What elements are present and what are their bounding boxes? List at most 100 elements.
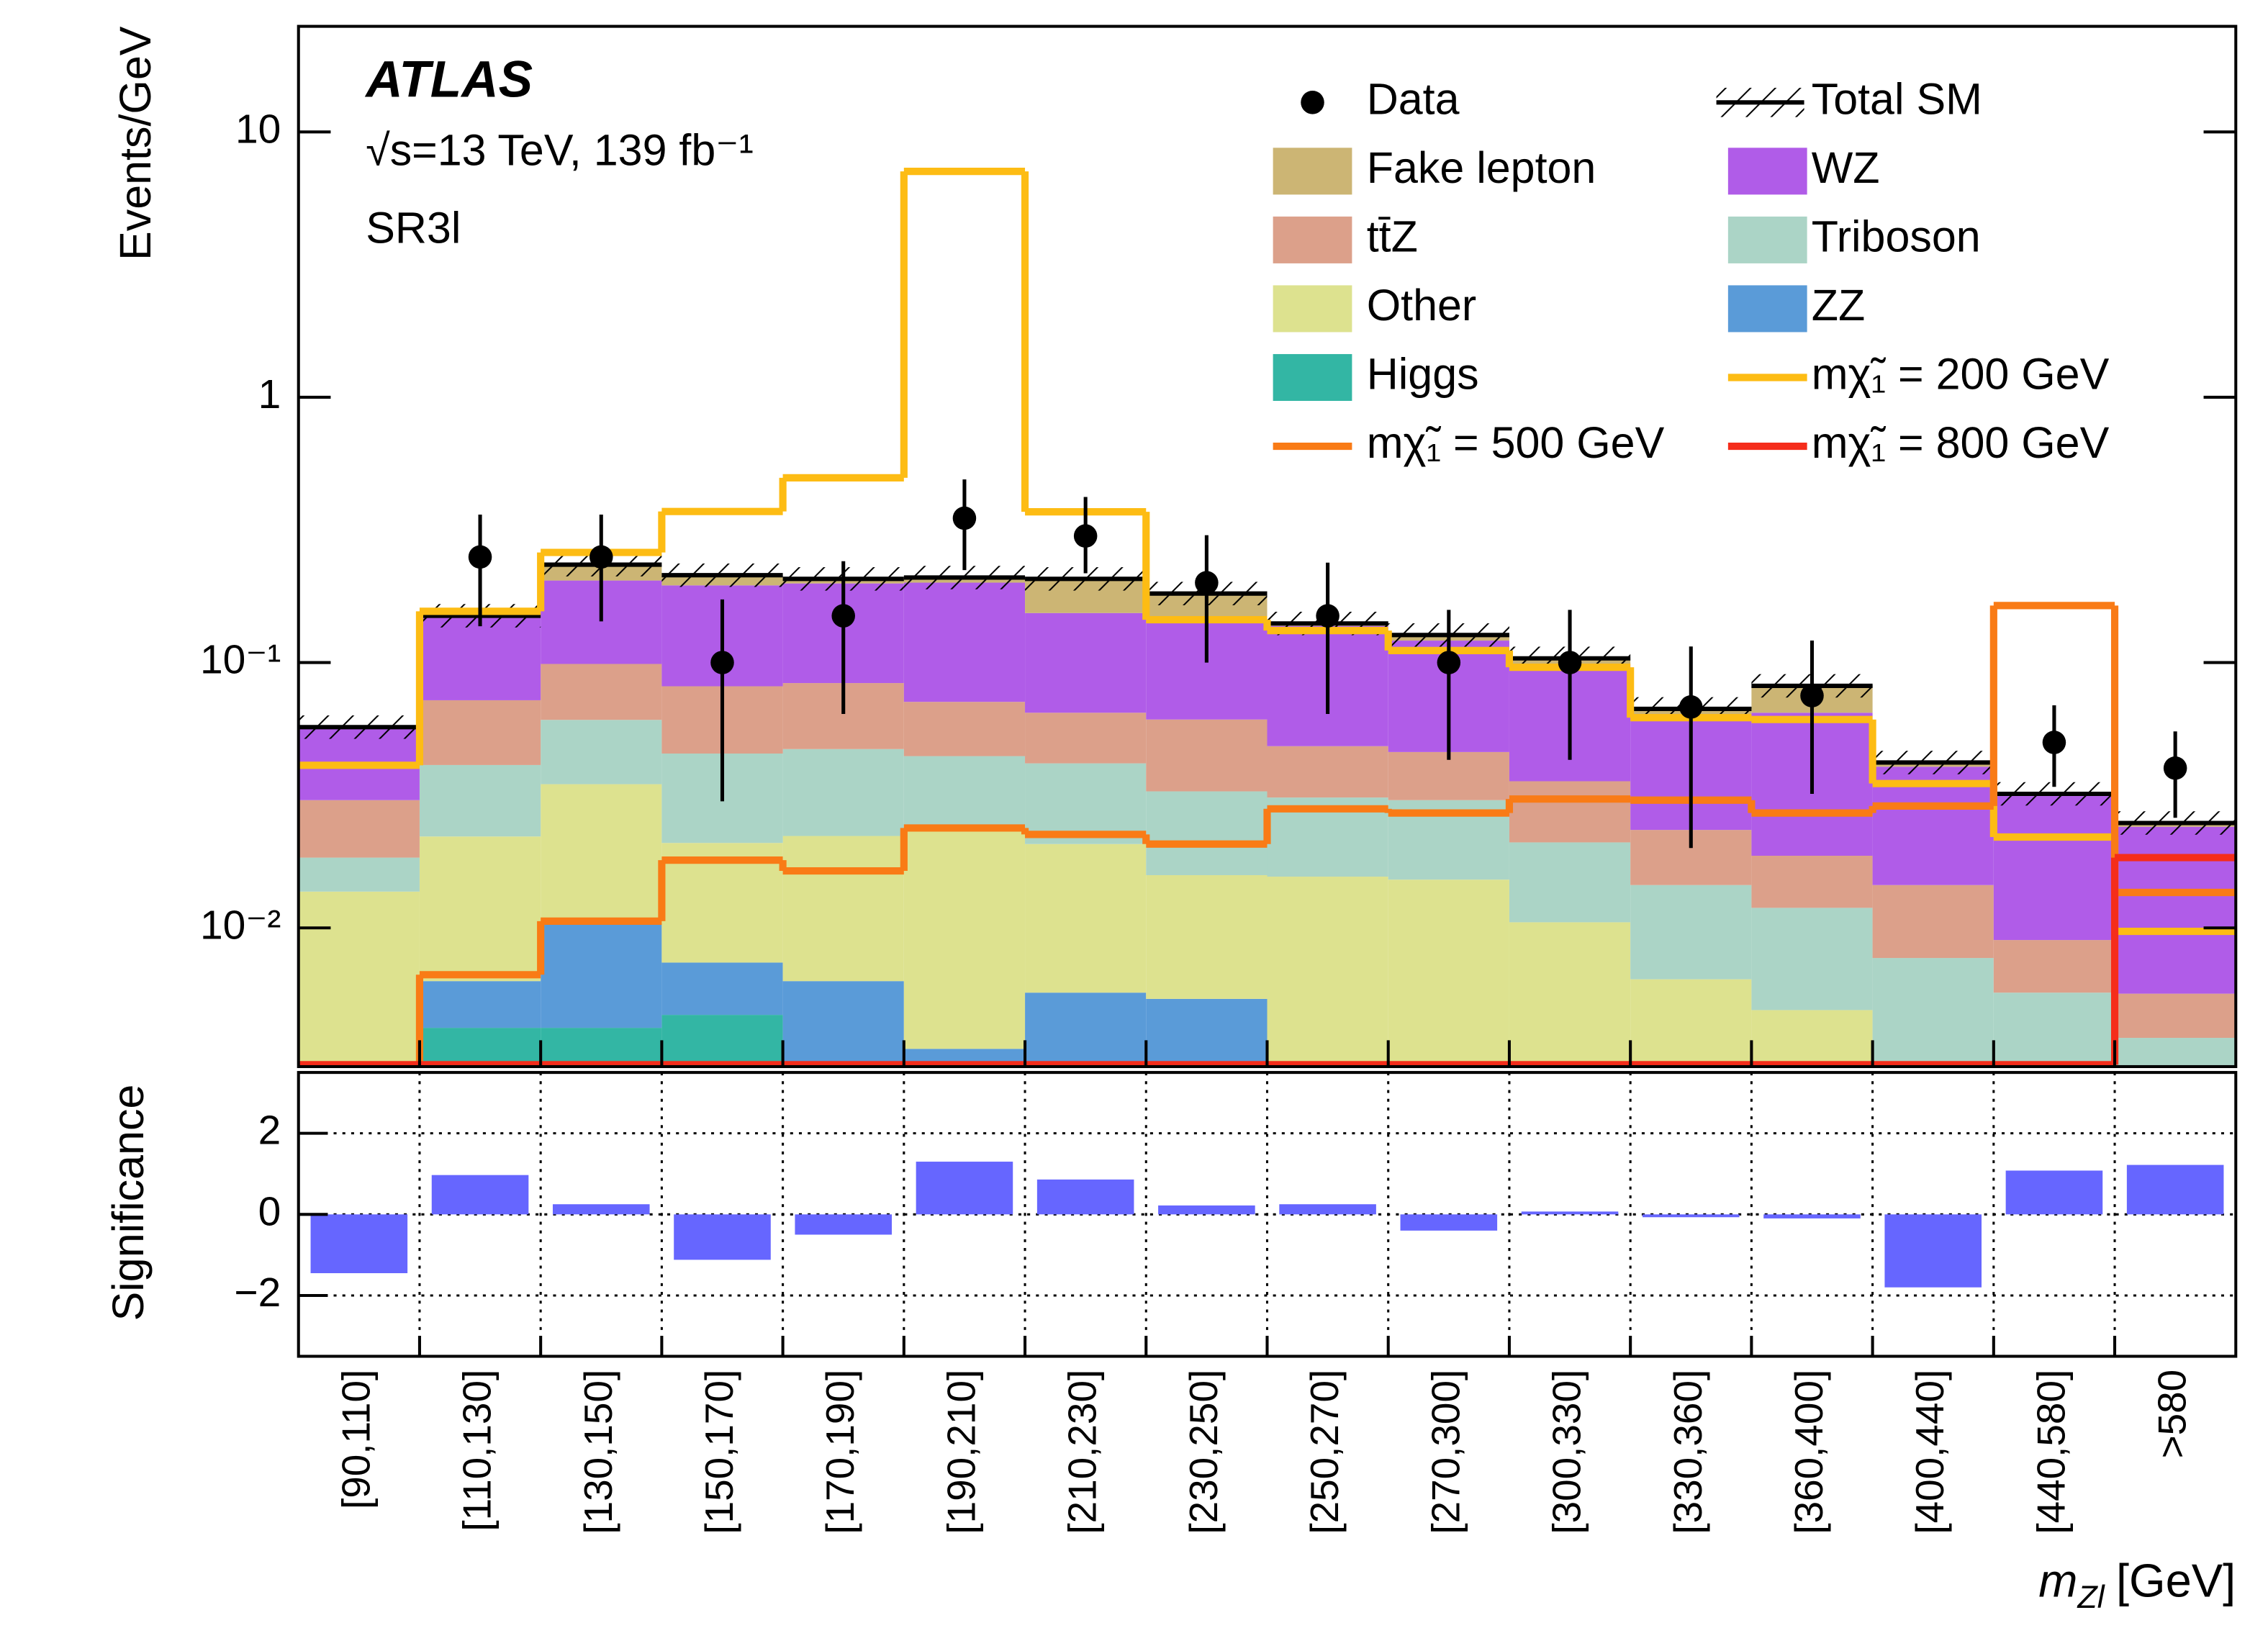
x-tick-label: [270,300] xyxy=(1423,1370,1468,1534)
x-tick-label: [250,270] xyxy=(1302,1370,1347,1534)
significance-bar xyxy=(310,1214,408,1273)
legend-label: Other xyxy=(1367,281,1476,330)
experiment-label: ATLAS xyxy=(364,52,533,109)
x-tick-label: [210,230] xyxy=(1060,1370,1105,1534)
stack-bar xyxy=(782,836,904,982)
stack-bar xyxy=(1388,879,1509,1067)
data-point xyxy=(1679,695,1703,719)
x-tick-label: [230,250] xyxy=(1181,1370,1226,1534)
data-point xyxy=(1316,604,1339,628)
x-tick-label: [190,210] xyxy=(939,1370,983,1534)
stack-bar xyxy=(541,720,662,784)
significance-bar xyxy=(2126,1165,2224,1215)
stack-bar xyxy=(1146,998,1268,1067)
data-point xyxy=(1800,684,1824,707)
stack-bar xyxy=(541,784,662,923)
stack-bar xyxy=(541,664,662,720)
data-point xyxy=(468,545,492,569)
ratio-panel xyxy=(298,1072,2236,1357)
significance-bar xyxy=(1521,1211,1619,1215)
legend-label: ZZ xyxy=(1812,281,1865,330)
stack-bar xyxy=(1025,763,1147,844)
legend-label: WZ xyxy=(1812,143,1880,192)
x-axis-label: mZl [GeV] xyxy=(2038,1555,2236,1615)
stack-bar xyxy=(903,756,1026,831)
data-point xyxy=(1558,651,1582,674)
x-tick-label: [110,130] xyxy=(455,1370,500,1532)
x-tick-label: [330,360] xyxy=(1666,1370,1710,1534)
legend-label: Fake lepton xyxy=(1367,143,1596,192)
stack-bar xyxy=(782,749,904,836)
data-point xyxy=(1437,651,1461,674)
x-tick-label: [400,440] xyxy=(1907,1370,1952,1534)
ratio-y-tick-label: 0 xyxy=(258,1188,281,1234)
stack-bar xyxy=(419,1028,541,1067)
overlay: 10⁻² 10⁻¹ 1 10 −2 0 2 [90,110] [110,130] [130,150… xyxy=(200,74,2236,1534)
significance-bar xyxy=(2005,1170,2103,1215)
significance-bar xyxy=(795,1214,893,1235)
legend-label: Triboson xyxy=(1812,212,1981,261)
data-point xyxy=(710,651,734,674)
stack-bar xyxy=(419,764,541,837)
data-point xyxy=(1073,524,1098,548)
stack-bar xyxy=(1509,842,1631,923)
stack-bar xyxy=(1751,856,1873,908)
x-tick-label: [360,400] xyxy=(1786,1370,1831,1534)
stack-bar xyxy=(2115,1038,2236,1067)
y-tick-label: 10 xyxy=(235,106,281,152)
significance-bar xyxy=(1642,1214,1740,1218)
stack-bar xyxy=(1146,791,1268,875)
stack-bar xyxy=(1751,908,1873,1010)
stack-bar xyxy=(1146,874,1268,999)
significance-bar xyxy=(552,1204,650,1215)
stack-bar xyxy=(1267,746,1388,798)
legend-marker xyxy=(1727,285,1807,333)
legend-marker xyxy=(1273,285,1352,333)
stack-bar xyxy=(1993,940,2115,993)
stack-bar xyxy=(1993,796,2115,941)
significance-bar xyxy=(916,1162,1013,1215)
region-label: SR3l xyxy=(366,203,461,252)
significance-bar xyxy=(1036,1179,1134,1215)
legend-label: mχ̃₁ = 200 GeV xyxy=(1812,350,2110,399)
x-tick-label: [150,170] xyxy=(697,1370,741,1534)
stack-bar xyxy=(1993,992,2115,1067)
stack-bar xyxy=(541,923,662,1028)
y-tick-label: 10⁻¹ xyxy=(200,637,281,683)
stack-bar xyxy=(1630,979,1752,1067)
stack-bar xyxy=(661,962,783,1016)
stack-bar xyxy=(903,582,1026,702)
x-tick-label: [300,330] xyxy=(1545,1370,1589,1534)
x-label-subscript: Zl xyxy=(2077,1580,2105,1615)
stack-bar xyxy=(1025,992,1147,1067)
x-tick-label: [130,150] xyxy=(576,1370,620,1534)
x-tick-label: [90,110] xyxy=(333,1370,378,1509)
significance-bar xyxy=(1763,1214,1861,1218)
stack-bar xyxy=(2115,826,2236,994)
stack-bar xyxy=(903,830,1026,1049)
y-tick-label: 1 xyxy=(258,371,281,417)
legend-label: Data xyxy=(1367,74,1460,123)
significance-bar xyxy=(1400,1214,1498,1231)
significance-bar xyxy=(1884,1214,1982,1288)
data-point xyxy=(831,604,855,628)
legend-marker xyxy=(1727,148,1807,195)
y-tick-label: 10⁻² xyxy=(200,902,281,948)
data-point xyxy=(589,545,613,569)
legend-marker xyxy=(1301,91,1324,114)
stack-bar xyxy=(298,891,420,1067)
significance-bar xyxy=(674,1214,771,1260)
legend-label: mχ̃₁ = 800 GeV xyxy=(1812,418,2110,467)
stack-bar xyxy=(1872,885,1994,959)
data-point xyxy=(2042,731,2066,754)
stack-bar xyxy=(1509,922,1631,1067)
legend-label: tt̄Z xyxy=(1367,212,1418,261)
ratio-y-tick-label: 2 xyxy=(258,1108,281,1154)
stack-bar xyxy=(1267,877,1388,1067)
stack-bar xyxy=(1025,612,1147,713)
stack-bar xyxy=(1509,781,1631,843)
x-label-symbol: m xyxy=(2038,1555,2077,1607)
stack-bar xyxy=(1025,713,1147,764)
stack-bar xyxy=(903,702,1026,756)
